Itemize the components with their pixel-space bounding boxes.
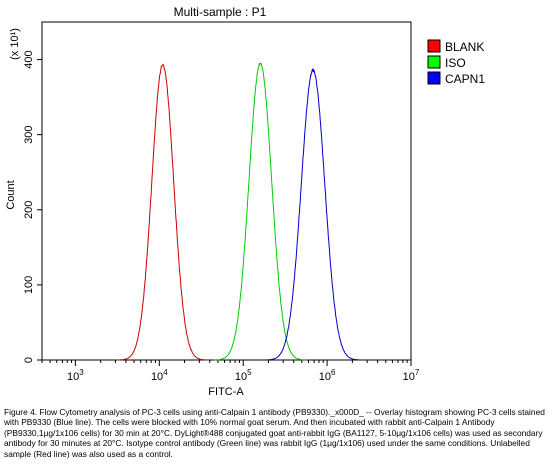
x-tick-label: 106 bbox=[319, 368, 336, 383]
chart-title: Multi-sample : P1 bbox=[174, 5, 267, 19]
legend-label-iso: ISO bbox=[445, 56, 466, 70]
y-tick-label: 100 bbox=[23, 276, 35, 294]
x-tick-label: 107 bbox=[403, 368, 420, 383]
legend-swatch-blank bbox=[427, 39, 441, 53]
y-axis-label: Count bbox=[5, 180, 17, 209]
legend-swatch-capn1 bbox=[427, 71, 441, 85]
y-axis-ticks: 0 100 200 300 400 bbox=[23, 50, 42, 363]
x-tick-label: 105 bbox=[235, 368, 252, 383]
y-tick-label: 0 bbox=[23, 357, 35, 363]
figure-caption: Figure 4. Flow Cytometry analysis of PC-… bbox=[4, 407, 545, 459]
histogram-series bbox=[116, 62, 360, 361]
legend: BLANK ISO CAPN1 bbox=[427, 39, 485, 86]
x-axis-label: FITC-A bbox=[208, 386, 244, 398]
y-axis-multiplier: (x 10¹) bbox=[9, 28, 21, 60]
legend-swatch-iso bbox=[427, 55, 441, 69]
series-line-capn1 bbox=[266, 68, 360, 361]
x-axis-ticks: 103 104 105 106 107 bbox=[41, 360, 420, 383]
x-tick-label: 103 bbox=[67, 368, 84, 383]
legend-label-capn1: CAPN1 bbox=[445, 72, 485, 86]
x-tick-label: 104 bbox=[151, 368, 168, 383]
series-line-blank bbox=[116, 63, 209, 361]
series-line-iso bbox=[214, 62, 307, 361]
flow-histogram-chart: Multi-sample : P1 (x 10¹) Count FITC-A 0… bbox=[5, 5, 485, 398]
y-tick-label: 300 bbox=[23, 125, 35, 143]
legend-label-blank: BLANK bbox=[445, 40, 484, 54]
y-tick-label: 200 bbox=[23, 201, 35, 219]
y-tick-label: 400 bbox=[23, 50, 35, 68]
plot-frame bbox=[41, 21, 412, 361]
